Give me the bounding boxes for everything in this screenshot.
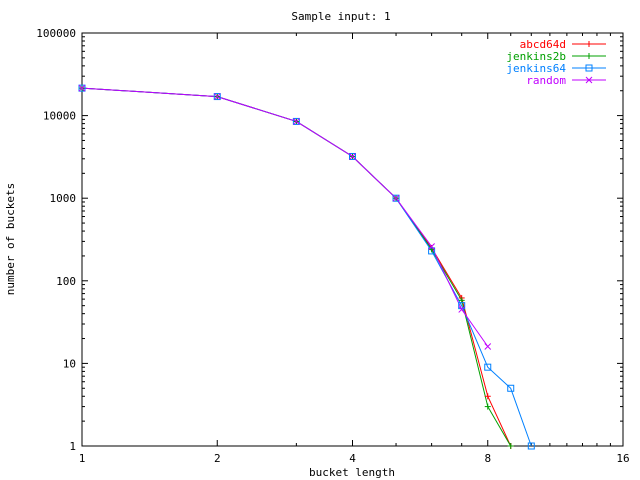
data-point-random (458, 306, 466, 313)
y-tick-label: 100 (56, 275, 76, 288)
data-point-random (349, 153, 356, 160)
x-tick-label: 2 (214, 452, 221, 465)
data-point-jenkins64 (349, 152, 356, 160)
y-axis-label: number of buckets (4, 183, 17, 296)
data-point-random (392, 194, 400, 202)
legend-label-random: random (526, 74, 566, 87)
data-point-random (213, 93, 221, 100)
axis-ticks: 1 2 4 8 16 1 10 100 1000 10000 100000 (36, 27, 629, 465)
data-point-abcd64d (484, 393, 491, 400)
chart-title: Sample input: 1 (291, 10, 390, 23)
x-tick-label: 1 (79, 452, 86, 465)
data-point-random (78, 84, 86, 92)
legend-marker-jenkins2b (586, 53, 592, 59)
data-point-jenkins2b (484, 403, 491, 410)
plot-area-frame (81, 32, 624, 447)
data-point-random (428, 243, 435, 250)
data-point-jenkins64 (392, 194, 400, 202)
y-tick-label: 10 (63, 357, 76, 370)
series-line-random (81, 87, 489, 347)
data-point-jenkins64 (527, 442, 535, 450)
legend-marker-random (585, 76, 593, 84)
legend-label-jenkins64: jenkins64 (506, 62, 566, 75)
legend-marker-abcd64d (586, 41, 592, 47)
series-markers (78, 84, 535, 450)
y-tick-label: 100000 (36, 27, 76, 40)
y-tick-label: 1000 (50, 192, 77, 205)
data-point-jenkins64 (458, 302, 466, 310)
legend-label-abcd64d: abcd64d (520, 38, 566, 51)
x-tick-label: 8 (484, 452, 491, 465)
series-lines (81, 87, 532, 447)
series-line-jenkins64 (81, 87, 532, 447)
data-point-jenkins64 (484, 363, 492, 371)
data-point-random (293, 118, 300, 125)
series-line-jenkins2b (81, 87, 512, 447)
data-point-jenkins2b (507, 443, 514, 449)
legend-marker-jenkins64 (585, 64, 593, 72)
y-tick-label: 1 (69, 440, 76, 453)
data-point-jenkins64 (78, 84, 86, 92)
legend-label-jenkins2b: jenkins2b (506, 50, 566, 63)
data-point-jenkins64 (292, 117, 300, 125)
x-axis-label: bucket length (309, 466, 395, 479)
data-point-jenkins64 (428, 247, 436, 255)
y-tick-label: 10000 (43, 110, 76, 123)
data-point-jenkins2b (428, 246, 435, 253)
x-tick-label: 16 (616, 452, 629, 465)
x-tick-label: 4 (349, 452, 356, 465)
data-point-jenkins64 (213, 93, 221, 101)
data-point-jenkins64 (507, 384, 515, 392)
data-point-random (484, 343, 492, 350)
series-line-abcd64d (81, 87, 512, 447)
